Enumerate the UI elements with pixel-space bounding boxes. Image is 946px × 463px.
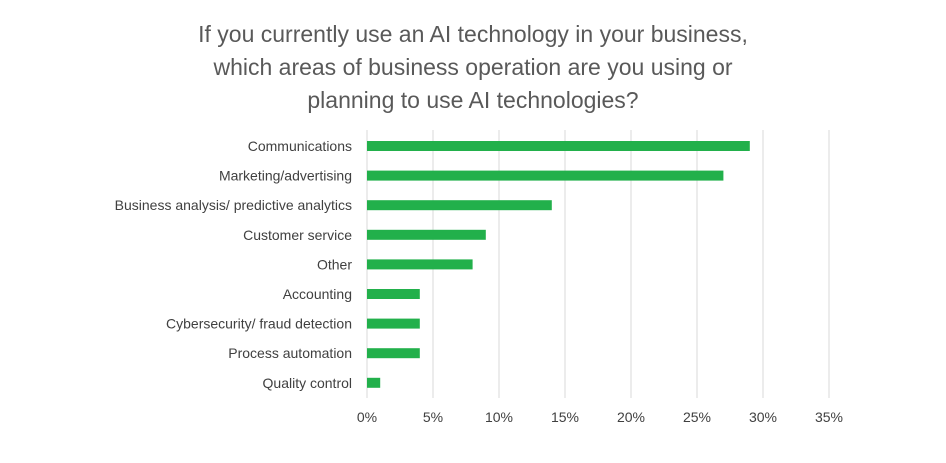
bar — [367, 377, 381, 388]
bar — [367, 289, 420, 299]
bar — [367, 318, 420, 329]
x-tick-label: 0% — [357, 409, 377, 425]
chart-title-line-2: which areas of business operation are yo… — [213, 54, 733, 80]
bar — [367, 348, 420, 359]
category-label: Communications — [248, 138, 352, 154]
x-tick-label: 20% — [617, 409, 645, 425]
x-tick-label: 15% — [551, 409, 579, 425]
category-label: Quality control — [263, 375, 352, 391]
category-label: Accounting — [283, 286, 352, 302]
category-label: Other — [317, 256, 352, 272]
chart-title: If you currently use an AI technology in… — [0, 18, 946, 117]
category-label: Marketing/advertising — [219, 168, 352, 184]
category-label: Process automation — [228, 345, 352, 361]
bar — [367, 229, 486, 240]
chart-title-line-1: If you currently use an AI technology in… — [198, 21, 748, 47]
x-tick-label: 35% — [815, 409, 843, 425]
x-tick-label: 10% — [485, 409, 513, 425]
x-tick-label: 5% — [423, 409, 443, 425]
category-label: Business analysis/ predictive analytics — [115, 197, 352, 213]
x-axis-tick-labels: 0% 5% 10% 15% 20% 25% 30% 35% — [357, 409, 843, 425]
category-label: Cybersecurity/ fraud detection — [166, 316, 352, 332]
x-tick-label: 30% — [749, 409, 777, 425]
bar — [367, 200, 552, 211]
bar — [367, 170, 724, 181]
bars — [367, 141, 750, 388]
category-label: Customer service — [243, 227, 352, 243]
bar — [367, 259, 473, 270]
chart-title-line-3: planning to use AI technologies? — [307, 87, 639, 113]
bar — [367, 141, 750, 151]
x-tick-label: 25% — [683, 409, 711, 425]
category-labels: Communications Marketing/advertising Busin… — [115, 138, 353, 391]
